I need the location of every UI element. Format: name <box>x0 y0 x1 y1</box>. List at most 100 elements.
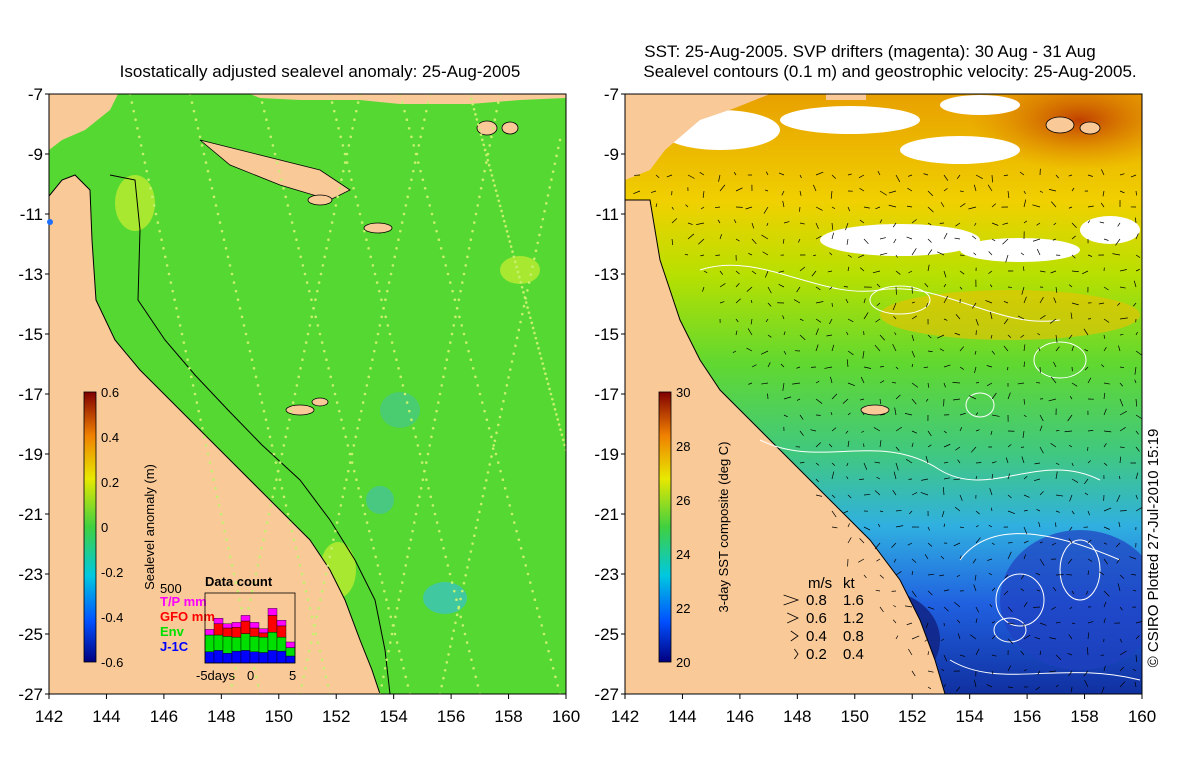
track-dot <box>544 641 548 644</box>
track-dot <box>371 264 375 267</box>
track-dot <box>532 257 536 261</box>
right-x-tick-label: 142 <box>611 707 639 726</box>
velocity-arrow <box>751 364 757 368</box>
velocity-arrow <box>879 440 882 448</box>
velocity-arrow <box>892 619 897 624</box>
track-dot <box>271 144 275 147</box>
velocity-arrow <box>846 476 849 480</box>
velocity-arrow <box>858 174 865 179</box>
velocity-arrow <box>991 461 997 464</box>
velocity-arrow <box>847 266 850 272</box>
track-dot <box>230 564 234 567</box>
track-dot <box>474 113 477 116</box>
velocity-arrow <box>1068 670 1073 677</box>
track-dot <box>218 221 222 224</box>
velocity-arrow <box>911 492 918 496</box>
velocity-arrow <box>975 174 983 179</box>
track-dot <box>236 298 240 302</box>
track-dot <box>194 118 198 122</box>
track-dot <box>423 186 427 190</box>
track-dot <box>290 221 294 224</box>
velocity-arrow <box>986 684 993 688</box>
velocity-arrow <box>1115 542 1121 548</box>
track-dot <box>406 555 409 559</box>
track-dot <box>335 118 338 122</box>
track-dot <box>472 221 476 224</box>
track-dot <box>414 512 418 516</box>
velocity-arrow <box>1023 344 1026 352</box>
track-dot <box>300 572 304 576</box>
track-dot <box>452 324 456 327</box>
track-dot <box>339 135 343 139</box>
data-count-bar-gfo <box>213 623 224 636</box>
velocity-arrow <box>891 542 897 548</box>
track-dot <box>472 666 475 670</box>
track-dot <box>443 668 447 672</box>
velocity-arrow <box>847 254 853 258</box>
velocity-arrow <box>1117 583 1121 592</box>
velocity-arrow <box>876 302 881 307</box>
track-dot <box>512 521 516 524</box>
velocity-arrow <box>972 558 977 564</box>
velocity-arrow <box>1023 601 1028 608</box>
velocity-arrow <box>927 238 932 243</box>
data-count-bar-tp <box>204 629 215 636</box>
track-dot <box>175 306 178 310</box>
track-dot <box>556 684 560 687</box>
track-dot <box>479 133 483 136</box>
data-count-bar-env <box>249 636 260 653</box>
track-dot <box>537 346 540 350</box>
track-dot <box>228 264 232 267</box>
track-dot <box>490 435 493 439</box>
velocity-arrow <box>892 343 897 352</box>
velocity-arrow <box>1118 345 1121 352</box>
velocity-arrow <box>924 638 929 642</box>
track-dot <box>423 118 426 122</box>
track-dot <box>307 289 311 293</box>
velocity-arrow <box>830 190 833 199</box>
velocity-arrow <box>973 252 977 256</box>
velocity-arrow <box>824 366 833 369</box>
track-dot <box>354 109 358 113</box>
velocity-arrow <box>985 300 993 304</box>
right-coastline <box>625 199 946 694</box>
track-dot <box>262 538 265 542</box>
velocity-arrow <box>940 555 945 560</box>
track-dot <box>439 246 443 250</box>
track-dot <box>210 469 214 473</box>
velocity-arrow <box>1119 638 1123 643</box>
track-dot <box>494 189 498 192</box>
right-x-tick-label: 158 <box>1070 707 1098 726</box>
track-dot <box>295 238 298 242</box>
track-dot <box>491 126 495 130</box>
track-dot <box>544 202 548 205</box>
track-dot <box>451 289 454 293</box>
velocity-arrow <box>1038 347 1041 352</box>
velocity-arrow <box>1134 366 1137 375</box>
track-dot <box>352 444 356 447</box>
data-count-x-label: -5days <box>196 668 236 683</box>
velocity-arrow <box>955 446 961 451</box>
velocity-arrow <box>1068 174 1073 177</box>
track-dot <box>340 178 343 182</box>
track-dot <box>325 358 328 362</box>
track-dot <box>462 332 466 336</box>
right-land-australia <box>625 94 945 694</box>
track-dot <box>416 444 420 447</box>
track-dot <box>286 426 289 430</box>
track-dot <box>332 538 335 542</box>
data-count-bar-j1 <box>276 650 287 664</box>
velocity-arrow <box>830 411 833 416</box>
velocity-arrow <box>939 348 945 352</box>
velocity-arrow <box>986 365 993 368</box>
track-dot <box>540 624 544 627</box>
track-dot <box>538 615 541 619</box>
velocity-arrow <box>943 430 947 434</box>
velocity-arrow <box>1055 654 1062 661</box>
velocity-arrow <box>1129 556 1137 560</box>
left-land-png <box>250 94 566 104</box>
track-dot <box>399 375 403 379</box>
track-dot <box>282 186 285 190</box>
velocity-arrow <box>815 442 822 448</box>
track-dot <box>143 161 147 164</box>
